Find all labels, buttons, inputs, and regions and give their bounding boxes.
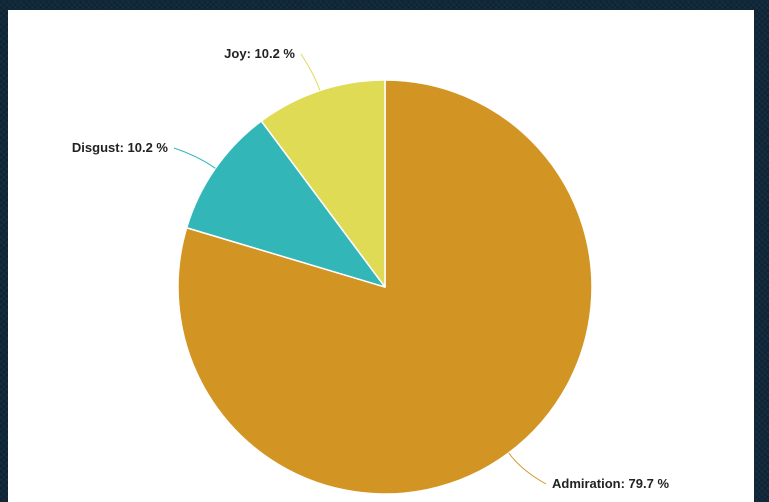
pie-slice-disgust[interactable] <box>185 120 386 288</box>
pie-slice-admiration[interactable] <box>177 79 593 495</box>
connector-joy <box>300 53 321 91</box>
data-label-joy: Joy: 10.2 % <box>224 46 295 61</box>
data-label-admiration: Admiration: 79.7 % <box>552 476 669 491</box>
pie-slice-joy[interactable] <box>260 79 386 288</box>
connector-disgust <box>173 147 216 169</box>
connector-admiration <box>508 452 547 485</box>
data-label-disgust: Disgust: 10.2 % <box>72 140 169 155</box>
